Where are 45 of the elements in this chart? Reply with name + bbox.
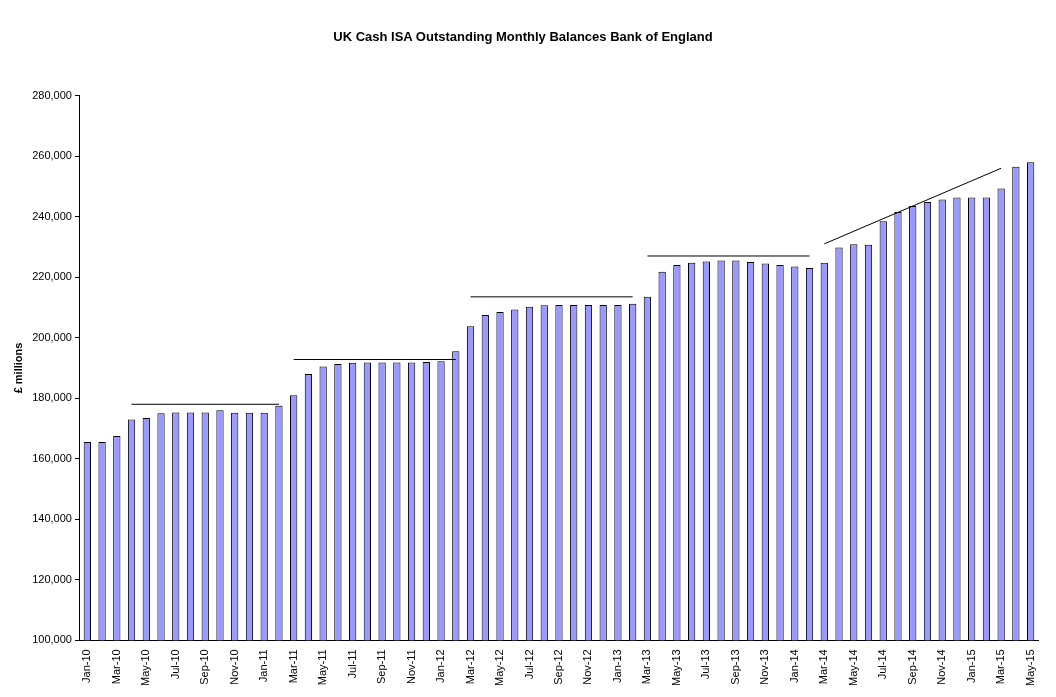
y-tick-label: 240,000 (32, 209, 72, 222)
x-tick-label: Jul-11 (345, 649, 358, 679)
x-tick-label: Jul-13 (699, 649, 712, 680)
x-tick-label: May-13 (669, 649, 682, 687)
y-tick-label: 220,000 (32, 270, 72, 283)
y-axis-title: £ millions (11, 342, 24, 394)
x-tick-label: Mar-12 (463, 649, 476, 685)
chart-title: UK Cash ISA Outstanding Monthly Balances Bank of England (333, 29, 713, 45)
x-tick-label: Mar-13 (640, 649, 653, 685)
x-tick-label: Jul-12 (522, 649, 535, 680)
x-tick-label: Sep-10 (198, 649, 211, 685)
x-tick-label: Sep-12 (552, 649, 565, 685)
y-tick-label: 100,000 (32, 633, 72, 646)
y-tick-label: 140,000 (32, 512, 72, 525)
x-tick-label: May-14 (846, 649, 859, 687)
x-tick-label: Mar-14 (817, 649, 830, 685)
y-tick-label: 200,000 (32, 330, 72, 343)
x-tick-label: Nov-13 (758, 649, 771, 685)
y-tick-label: 260,000 (32, 149, 72, 162)
y-tick-label: 280,000 (32, 88, 72, 101)
x-tick-label: Nov-10 (227, 649, 240, 685)
y-tick-label: 160,000 (32, 451, 72, 464)
x-tick-label: Nov-11 (404, 649, 417, 684)
y-tick-label: 120,000 (32, 572, 72, 585)
x-tick-label: May-10 (139, 649, 152, 687)
x-tick-label: Jan-14 (787, 649, 800, 683)
x-tick-label: May-15 (1023, 649, 1036, 687)
x-tick-label: Jan-10 (80, 649, 93, 683)
x-tick-label: May-11 (316, 649, 329, 686)
x-tick-label: Sep-14 (905, 649, 918, 685)
x-tick-label: Nov-14 (935, 649, 948, 685)
x-tick-label: Jul-14 (876, 649, 889, 680)
x-tick-label: Mar-10 (109, 649, 122, 685)
x-tick-label: May-12 (493, 649, 506, 687)
x-tick-label: Jan-13 (610, 649, 623, 683)
x-tick-label: Mar-11 (286, 649, 299, 684)
y-tick-label: 180,000 (32, 391, 72, 404)
x-tick-label: Nov-12 (581, 649, 594, 685)
x-tick-label: Sep-11 (375, 649, 388, 684)
x-tick-label: Jan-12 (434, 649, 447, 683)
x-tick-label: Jan-15 (964, 649, 977, 683)
x-tick-label: Mar-15 (994, 649, 1007, 685)
x-tick-label: Jul-10 (168, 649, 181, 680)
x-tick-label: Jan-11 (257, 649, 270, 683)
x-tick-label: Sep-13 (728, 649, 741, 685)
